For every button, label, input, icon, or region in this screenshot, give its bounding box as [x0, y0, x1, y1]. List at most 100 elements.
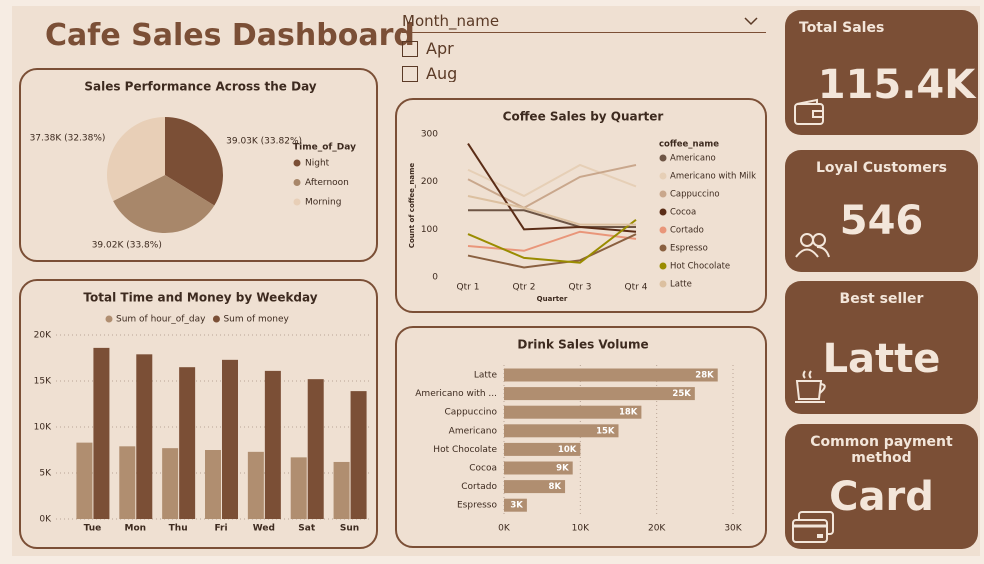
legend-swatch — [659, 262, 667, 270]
checkbox[interactable] — [402, 40, 418, 57]
kpi-label: Best seller — [839, 291, 924, 307]
chart: Coffee Sales by Quarter 0 100 200 300 Count o… — [408, 110, 756, 304]
kpi-card: Best seller Latte — [785, 281, 978, 414]
bar — [333, 461, 350, 519]
bar — [136, 354, 153, 519]
bar — [205, 450, 221, 519]
legend-title: Time_of_Day — [293, 143, 356, 153]
legend-label: Hot Chocolate — [670, 262, 730, 272]
bar — [504, 442, 581, 456]
y-tick-label: Cocoa — [469, 464, 497, 474]
legend-label: Americano with Milk — [670, 172, 756, 182]
bar — [264, 370, 281, 519]
bar — [504, 424, 619, 438]
drink-panel: Drink Sales Volume 0K 10K 20K 30K Latte 28K Ame… — [395, 326, 767, 548]
kpi-label: Total Sales — [799, 20, 885, 36]
weekday-panel: Total Time and Money by Weekday Sum of ho… — [19, 279, 378, 549]
chevron[interactable] — [744, 16, 758, 26]
card-icon — [792, 511, 834, 543]
data-label: 37.38K (32.38%) — [30, 134, 106, 144]
series-line — [468, 209, 636, 228]
legend-label: Cappuccino — [670, 190, 720, 200]
chart: Sales Performance Across the Day 39.03K (… — [30, 80, 356, 251]
x-tick-label: 0K — [498, 524, 511, 534]
customers-icon — [795, 233, 830, 258]
slicer-item-label: Aug — [426, 64, 458, 82]
legend-swatch — [659, 244, 667, 252]
bar — [504, 480, 566, 494]
y-tick-label: Cortado — [461, 482, 497, 492]
y-tick-label: 100 — [421, 225, 438, 235]
y-tick-label: Cappuccino — [444, 408, 497, 418]
data-label: 15K — [596, 426, 615, 436]
kpi-card: Common payment method Card — [785, 424, 978, 549]
x-axis-title: Quarter — [537, 295, 568, 303]
chart: Drink Sales Volume 0K 10K 20K 30K Latte 28K Ame… — [415, 338, 743, 534]
data-label: 28K — [695, 371, 714, 381]
checkbox[interactable] — [402, 65, 418, 82]
slicer-header[interactable]: Month_name — [402, 12, 766, 33]
data-label: 8K — [549, 482, 562, 492]
y-tick-label: 5K — [39, 469, 52, 479]
pie-slice — [107, 117, 165, 201]
chart-title: Total Time and Money by Weekday — [83, 291, 317, 305]
chart-title: Drink Sales Volume — [517, 338, 648, 352]
pie-slice — [113, 175, 215, 233]
quarter-panel: Coffee Sales by Quarter 0 100 200 300 Count o… — [395, 98, 767, 313]
legend-swatch — [659, 154, 667, 162]
wallet-icon — [794, 98, 824, 125]
x-tick-label: 10K — [572, 524, 590, 534]
slicer-item[interactable]: Apr — [402, 39, 766, 58]
x-tick-label: Thu — [169, 524, 188, 534]
x-tick-label: Sat — [298, 524, 316, 534]
bar — [162, 448, 179, 519]
chart: Total Time and Money by Weekday Sum of ho… — [34, 291, 371, 534]
kpi-label: Loyal Customers — [816, 160, 947, 176]
bar — [504, 498, 527, 512]
slicer-item[interactable]: Aug — [402, 64, 766, 82]
bar — [222, 359, 238, 519]
x-tick-label: Qtr 2 — [513, 283, 536, 293]
bar — [179, 367, 196, 519]
series-line — [467, 194, 636, 226]
x-tick-label: Mon — [125, 524, 147, 534]
bar — [504, 368, 718, 382]
legend-label: Espresso — [670, 244, 708, 254]
y-tick-label: 200 — [421, 177, 438, 187]
legend-swatch — [659, 208, 667, 216]
bar — [247, 451, 264, 519]
bar — [119, 446, 136, 519]
legend-swatch — [659, 172, 667, 180]
legend-label: Night — [305, 159, 330, 169]
legend-label: Cocoa — [670, 208, 696, 218]
y-tick-label: Latte — [474, 371, 498, 381]
x-tick-label: Fri — [214, 524, 227, 534]
month-slicer[interactable]: Month_name Apr Aug — [402, 12, 766, 82]
series-line — [467, 230, 637, 252]
kpi-card: Total Sales 115.4K — [785, 10, 978, 135]
legend-label: Latte — [670, 280, 692, 290]
bar — [307, 379, 324, 519]
bar — [350, 391, 367, 519]
y-tick-label: 20K — [34, 331, 52, 341]
chart-title: Coffee Sales by Quarter — [503, 110, 664, 124]
legend-swatch — [659, 280, 667, 288]
kpi-card: Loyal Customers 546 — [785, 150, 978, 272]
legend-label: Morning — [305, 198, 341, 208]
bar — [504, 461, 573, 475]
y-tick-label: Americano — [449, 426, 498, 436]
series-line — [467, 233, 637, 269]
legend-label: Afternoon — [305, 178, 349, 188]
series-line — [467, 142, 637, 233]
pie-panel: Sales Performance Across the Day 39.03K (… — [19, 68, 378, 262]
bar — [76, 442, 93, 519]
y-tick-label: 10K — [34, 423, 52, 433]
series-line — [467, 164, 637, 210]
y-axis-title: Count of coffee_name — [408, 163, 416, 249]
y-tick-label: 0 — [432, 273, 438, 283]
pie-slice — [165, 117, 223, 206]
legend-swatch — [105, 315, 113, 323]
legend-label: Cortado — [670, 226, 704, 236]
legend-swatch — [293, 179, 301, 186]
